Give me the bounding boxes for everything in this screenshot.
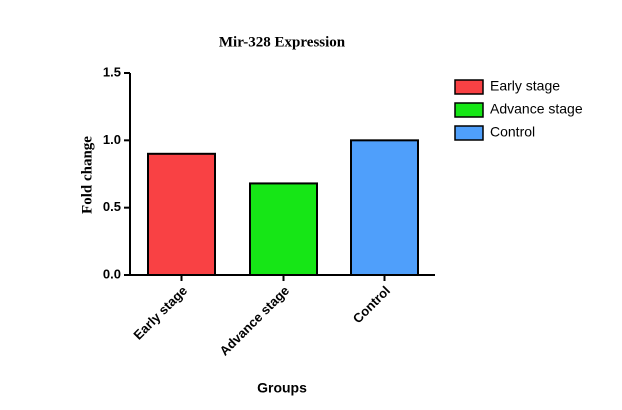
y-tick-label: 1.0 xyxy=(103,132,121,147)
legend-label: Control xyxy=(490,124,535,140)
x-axis-label: Groups xyxy=(257,380,307,396)
bar xyxy=(147,152,216,276)
legend-swatch xyxy=(454,79,484,95)
bar xyxy=(350,139,419,276)
legend-label: Early stage xyxy=(490,78,560,94)
bar xyxy=(249,182,318,276)
x-tick-label: Control xyxy=(350,283,393,326)
legend-label: Advance stage xyxy=(490,101,583,117)
y-axis-label: Fold change xyxy=(79,136,95,214)
x-tick-label: Advance stage xyxy=(217,283,292,358)
y-tick-label: 0.5 xyxy=(103,199,121,214)
legend-swatch xyxy=(454,125,484,141)
chart-title: Mir-328 Expression xyxy=(219,34,346,50)
y-tick-label: 1.5 xyxy=(103,64,121,79)
legend-swatch xyxy=(454,102,484,118)
x-tick-label: Early stage xyxy=(130,283,190,343)
y-tick-label: 0.0 xyxy=(103,266,121,281)
